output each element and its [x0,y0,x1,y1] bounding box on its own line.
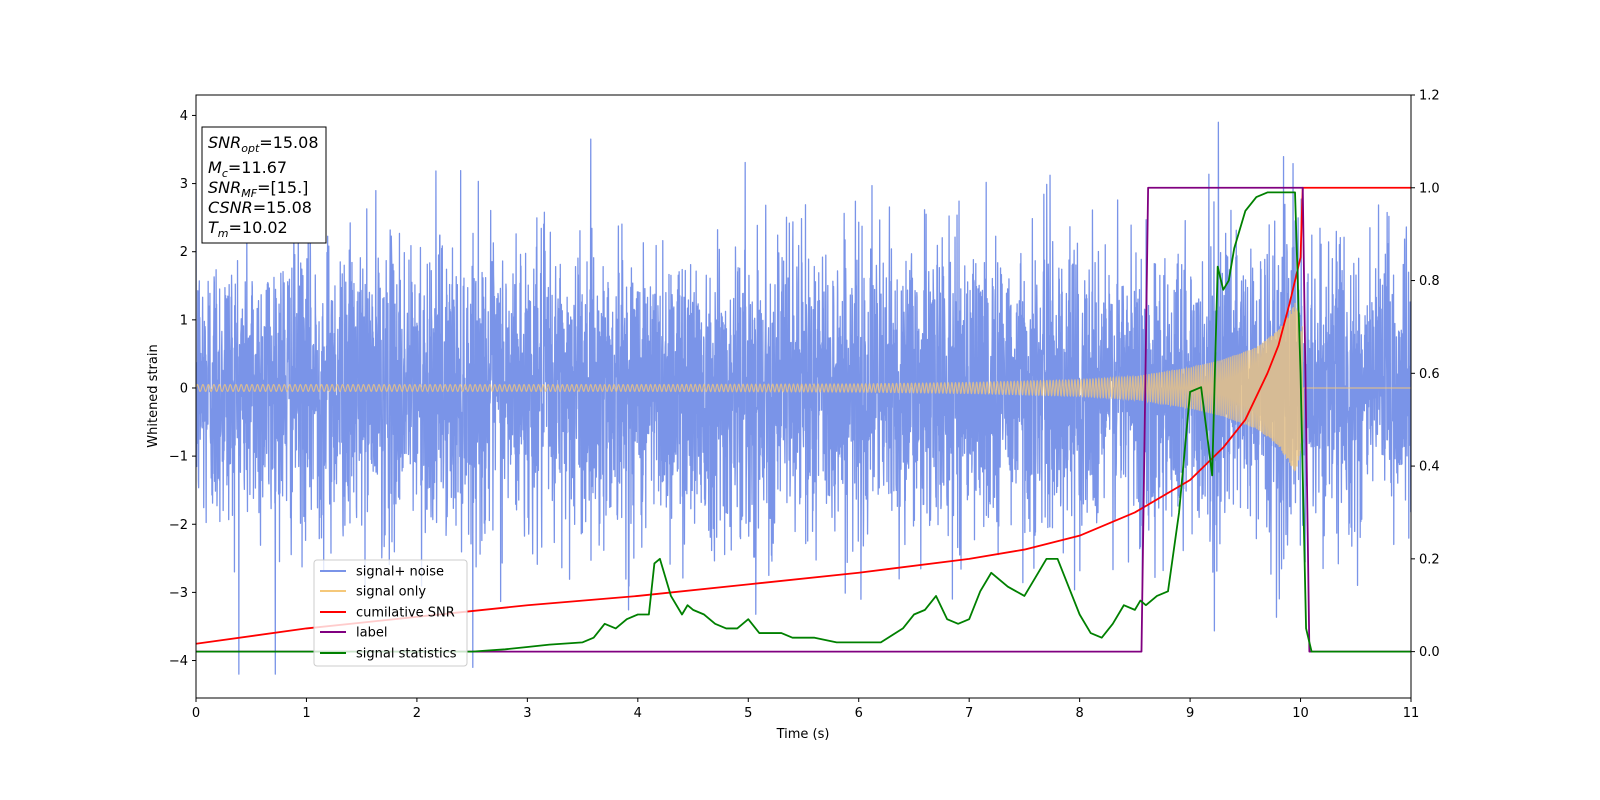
info-line: Tm=10.02 [208,218,288,240]
y-left-tick-label: −1 [169,450,188,465]
legend: signal+ noise signal only cumilative SNR la… [313,559,468,667]
y-right-tick-label: 0.2 [1419,552,1440,567]
y-left-tick-label: −4 [169,654,188,669]
legend-entry: signal statistics [320,647,457,662]
axes-frame [195,94,1412,699]
x-tick-label: 4 [634,706,642,721]
y-left-tick-label: −2 [169,518,188,533]
legend-entry: signal only [320,585,426,600]
legend-entry: label [320,626,387,641]
y-left-tick-label: 2 [180,245,188,260]
legend-frame [313,559,468,667]
info-box-frame [201,126,327,244]
y-right-tick-label: 0.0 [1419,645,1440,660]
plot-area [196,121,1411,675]
info-var: CSNR [208,198,253,217]
legend-label: signal only [356,585,426,600]
legend-label: signal+ noise [356,565,444,580]
info-sub: m [218,227,229,240]
legend-entry: cumilative SNR [320,606,455,621]
y-left-tick-label: 4 [180,109,188,124]
y-right-tick-label: 1.2 [1419,89,1440,104]
info-var: M [208,158,222,177]
series-signal-statistics [196,191,1411,653]
info-value: =10.02 [229,218,288,237]
x-tick-label: 9 [1186,706,1194,721]
info-value: =15.08 [253,198,312,217]
y-right-tick-label: 0.4 [1419,460,1440,475]
info-line: SNRMF=[15.] [208,178,308,200]
info-line: SNRopt=15.08 [208,133,319,155]
x-tick-label: 10 [1292,706,1309,721]
legend-entry: signal+ noise [320,565,444,580]
x-tick-label: 1 [302,706,310,721]
y-left-tick-label: 1 [180,313,188,328]
info-value: =[15.] [257,178,308,197]
x-tick-label: 8 [1075,706,1083,721]
y-axis-label: Whitened strain [146,344,161,447]
x-tick-label: 3 [523,706,531,721]
y-axis-left: −4 −3 −2 −1 0 1 2 3 4 [169,109,196,669]
y-left-tick-label: 0 [180,381,188,396]
x-axis: 0 1 2 3 4 5 6 7 8 9 10 11 [192,698,1419,721]
info-sub: opt [241,142,260,155]
x-tick-label: 11 [1403,706,1420,721]
legend-label: cumilative SNR [356,606,455,621]
legend-label: label [356,626,387,641]
info-var: SNR [208,133,241,152]
x-tick-label: 2 [413,706,421,721]
y-right-tick-label: 0.6 [1419,367,1440,382]
info-box: SNRopt=15.08Mc=11.67SNRMF=[15.]CSNR=15.0… [201,126,327,244]
series-signal-noise [196,121,1411,675]
series-signal-only [196,302,1411,472]
y-axis-right: 0.0 0.2 0.4 0.6 0.8 1.0 1.2 [1411,89,1440,660]
y-left-tick-label: 3 [180,177,188,192]
info-value: =11.67 [228,158,287,177]
info-var: SNR [208,178,241,197]
x-tick-label: 0 [192,706,200,721]
info-value: =15.08 [259,133,318,152]
info-sub: c [222,167,228,180]
x-tick-label: 6 [855,706,863,721]
info-var: T [208,218,219,237]
y-right-tick-label: 0.8 [1419,274,1440,289]
x-tick-label: 5 [744,706,752,721]
x-tick-label: 7 [965,706,973,721]
x-axis-label: Time (s) [776,727,830,742]
info-line: Mc=11.67 [208,158,287,180]
legend-label: signal statistics [356,647,457,662]
y-left-tick-label: −3 [169,586,188,601]
y-right-tick-label: 1.0 [1419,181,1440,196]
info-line: CSNR=15.08 [208,198,312,217]
info-sub: MF [241,187,257,200]
